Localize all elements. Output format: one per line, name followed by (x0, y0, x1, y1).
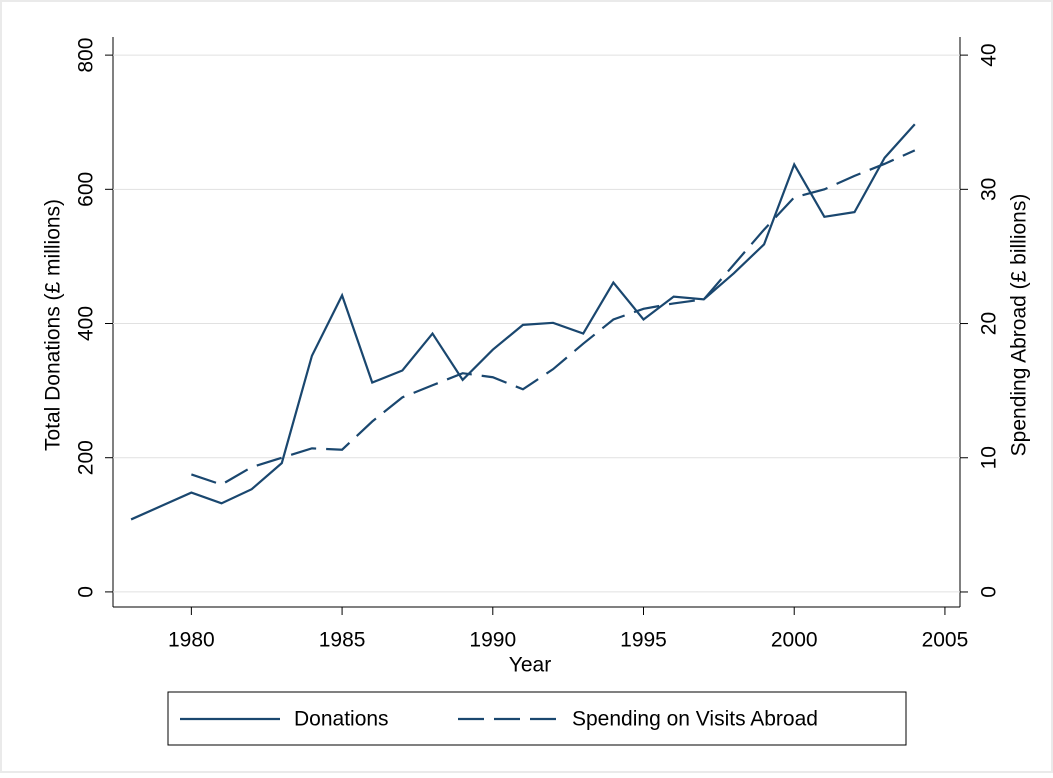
y-tick-label: 0 (75, 586, 98, 598)
y-tick-label: 800 (75, 38, 98, 73)
y2-tick-label: 0 (978, 586, 1001, 598)
x-tick-label: 2005 (922, 629, 969, 652)
y-tick-label: 200 (75, 440, 98, 475)
y2-tick-label: 30 (978, 178, 1001, 201)
x-tick-label: 1990 (469, 629, 516, 652)
data-line (191, 149, 916, 486)
y-tick-label: 600 (75, 172, 98, 207)
x-tick-label: 1995 (620, 629, 667, 652)
data-line (130, 123, 916, 521)
y2-tick-label: 20 (978, 312, 1001, 335)
legend-label: Donations (294, 708, 389, 731)
x-tick-label: 2000 (771, 629, 818, 652)
y2-tick-label: 10 (978, 446, 1001, 469)
y-tick-label: 400 (75, 306, 98, 341)
y-axis-title: Total Donations (£ millions) (42, 199, 65, 451)
y2-tick-label: 40 (978, 43, 1001, 66)
x-tick-label: 1980 (168, 629, 215, 652)
y2-axis-title: Spending Abroad (£ billions) (1008, 194, 1031, 457)
x-tick-label: 1985 (319, 629, 366, 652)
x-axis-title: Year (509, 654, 551, 677)
legend-label: Spending on Visits Abroad (572, 708, 818, 731)
